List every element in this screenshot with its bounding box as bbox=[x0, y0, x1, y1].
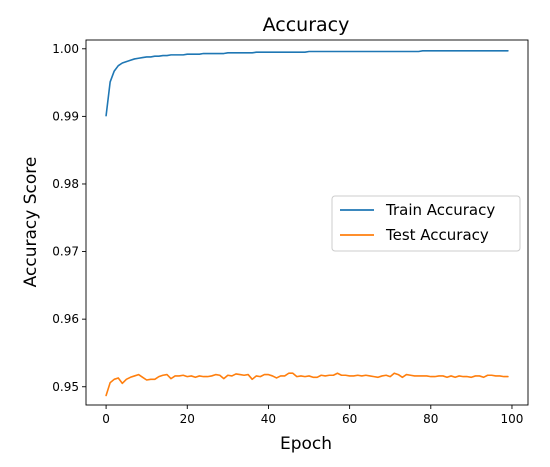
x-tick-label: 100 bbox=[501, 412, 524, 426]
y-tick-label: 0.98 bbox=[52, 177, 79, 191]
y-tick-label: 0.97 bbox=[52, 245, 79, 259]
chart-title: Accuracy bbox=[263, 14, 350, 36]
plot-frame bbox=[85, 39, 529, 406]
legend: Train Accuracy Test Accuracy bbox=[331, 195, 521, 252]
series-line-train-accuracy bbox=[105, 50, 509, 117]
series-line-test-accuracy bbox=[105, 372, 509, 397]
y-tick-label: 1.00 bbox=[52, 42, 79, 56]
x-tick-label: 40 bbox=[261, 412, 276, 426]
x-axis-label: Epoch bbox=[280, 434, 332, 454]
x-tick-label: 60 bbox=[342, 412, 357, 426]
x-tick-label: 20 bbox=[180, 412, 195, 426]
y-tick-label: 0.96 bbox=[52, 312, 79, 326]
plot-area: 0 20 40 60 80 100 0.95 0.96 0.97 0.98 0.99 1.00 bbox=[52, 39, 529, 426]
legend-label: Train Accuracy bbox=[385, 201, 495, 219]
x-tick-label: 80 bbox=[423, 412, 438, 426]
y-axis-label: Accuracy Score bbox=[21, 157, 41, 288]
legend-label: Test Accuracy bbox=[385, 226, 489, 244]
x-tick-label: 0 bbox=[102, 412, 110, 426]
y-tick-label: 0.99 bbox=[52, 109, 79, 123]
legend-box bbox=[331, 195, 521, 252]
y-tick-label: 0.95 bbox=[52, 380, 79, 394]
